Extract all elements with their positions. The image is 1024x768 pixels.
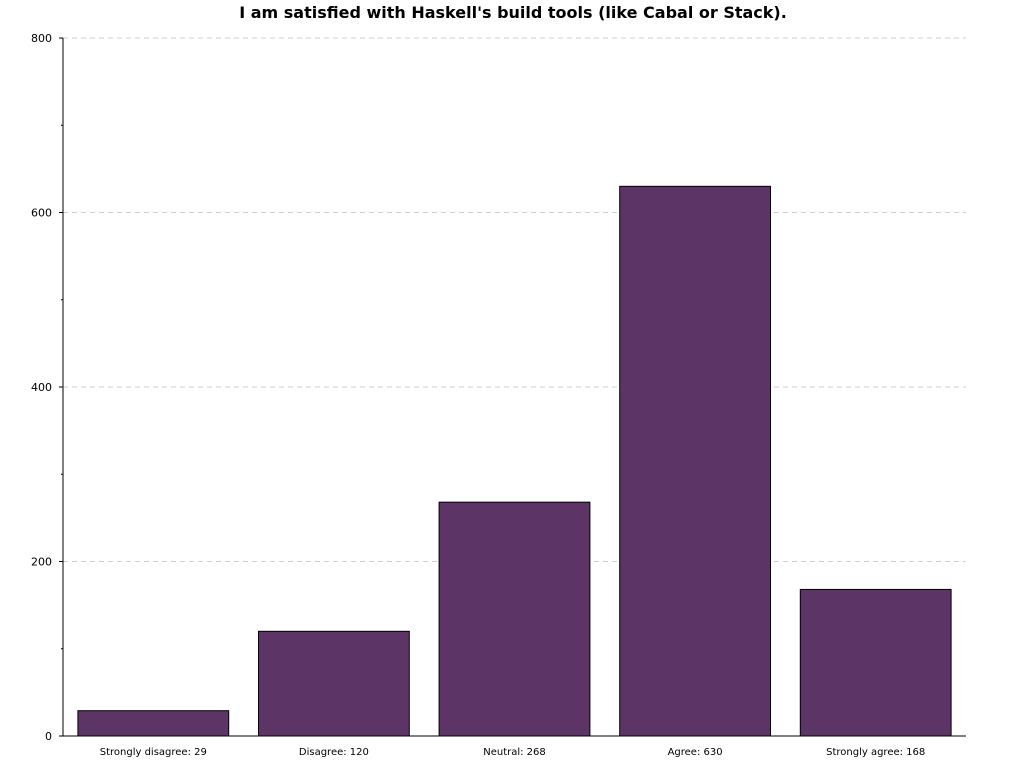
y-tick-label-1: 200 <box>31 556 52 569</box>
category-label-4: Strongly agree: 168 <box>826 747 925 758</box>
bar-1 <box>257 630 410 737</box>
chart-title: I am satisfied with Haskell's build tool… <box>239 3 787 22</box>
category-label-0: Strongly disagree: 29 <box>100 747 207 758</box>
bars <box>77 185 952 737</box>
bar-0 <box>77 710 230 737</box>
category-label-2: Neutral: 268 <box>483 747 546 758</box>
y-tick-label-0: 0 <box>45 730 52 743</box>
axes <box>59 37 966 737</box>
bar-4 <box>799 588 952 737</box>
grid-lines <box>63 37 966 562</box>
category-label-1: Disagree: 120 <box>299 747 369 758</box>
bar-3 <box>619 185 772 737</box>
y-tick-label-2: 400 <box>31 381 52 394</box>
y-tick-label-4: 800 <box>31 32 52 45</box>
y-tick-label-3: 600 <box>31 207 52 220</box>
category-label-3: Agree: 630 <box>668 747 723 758</box>
labels: Strongly disagree: 29 Disagree: 120 Neutra… <box>31 32 925 758</box>
bar-2 <box>438 501 591 737</box>
